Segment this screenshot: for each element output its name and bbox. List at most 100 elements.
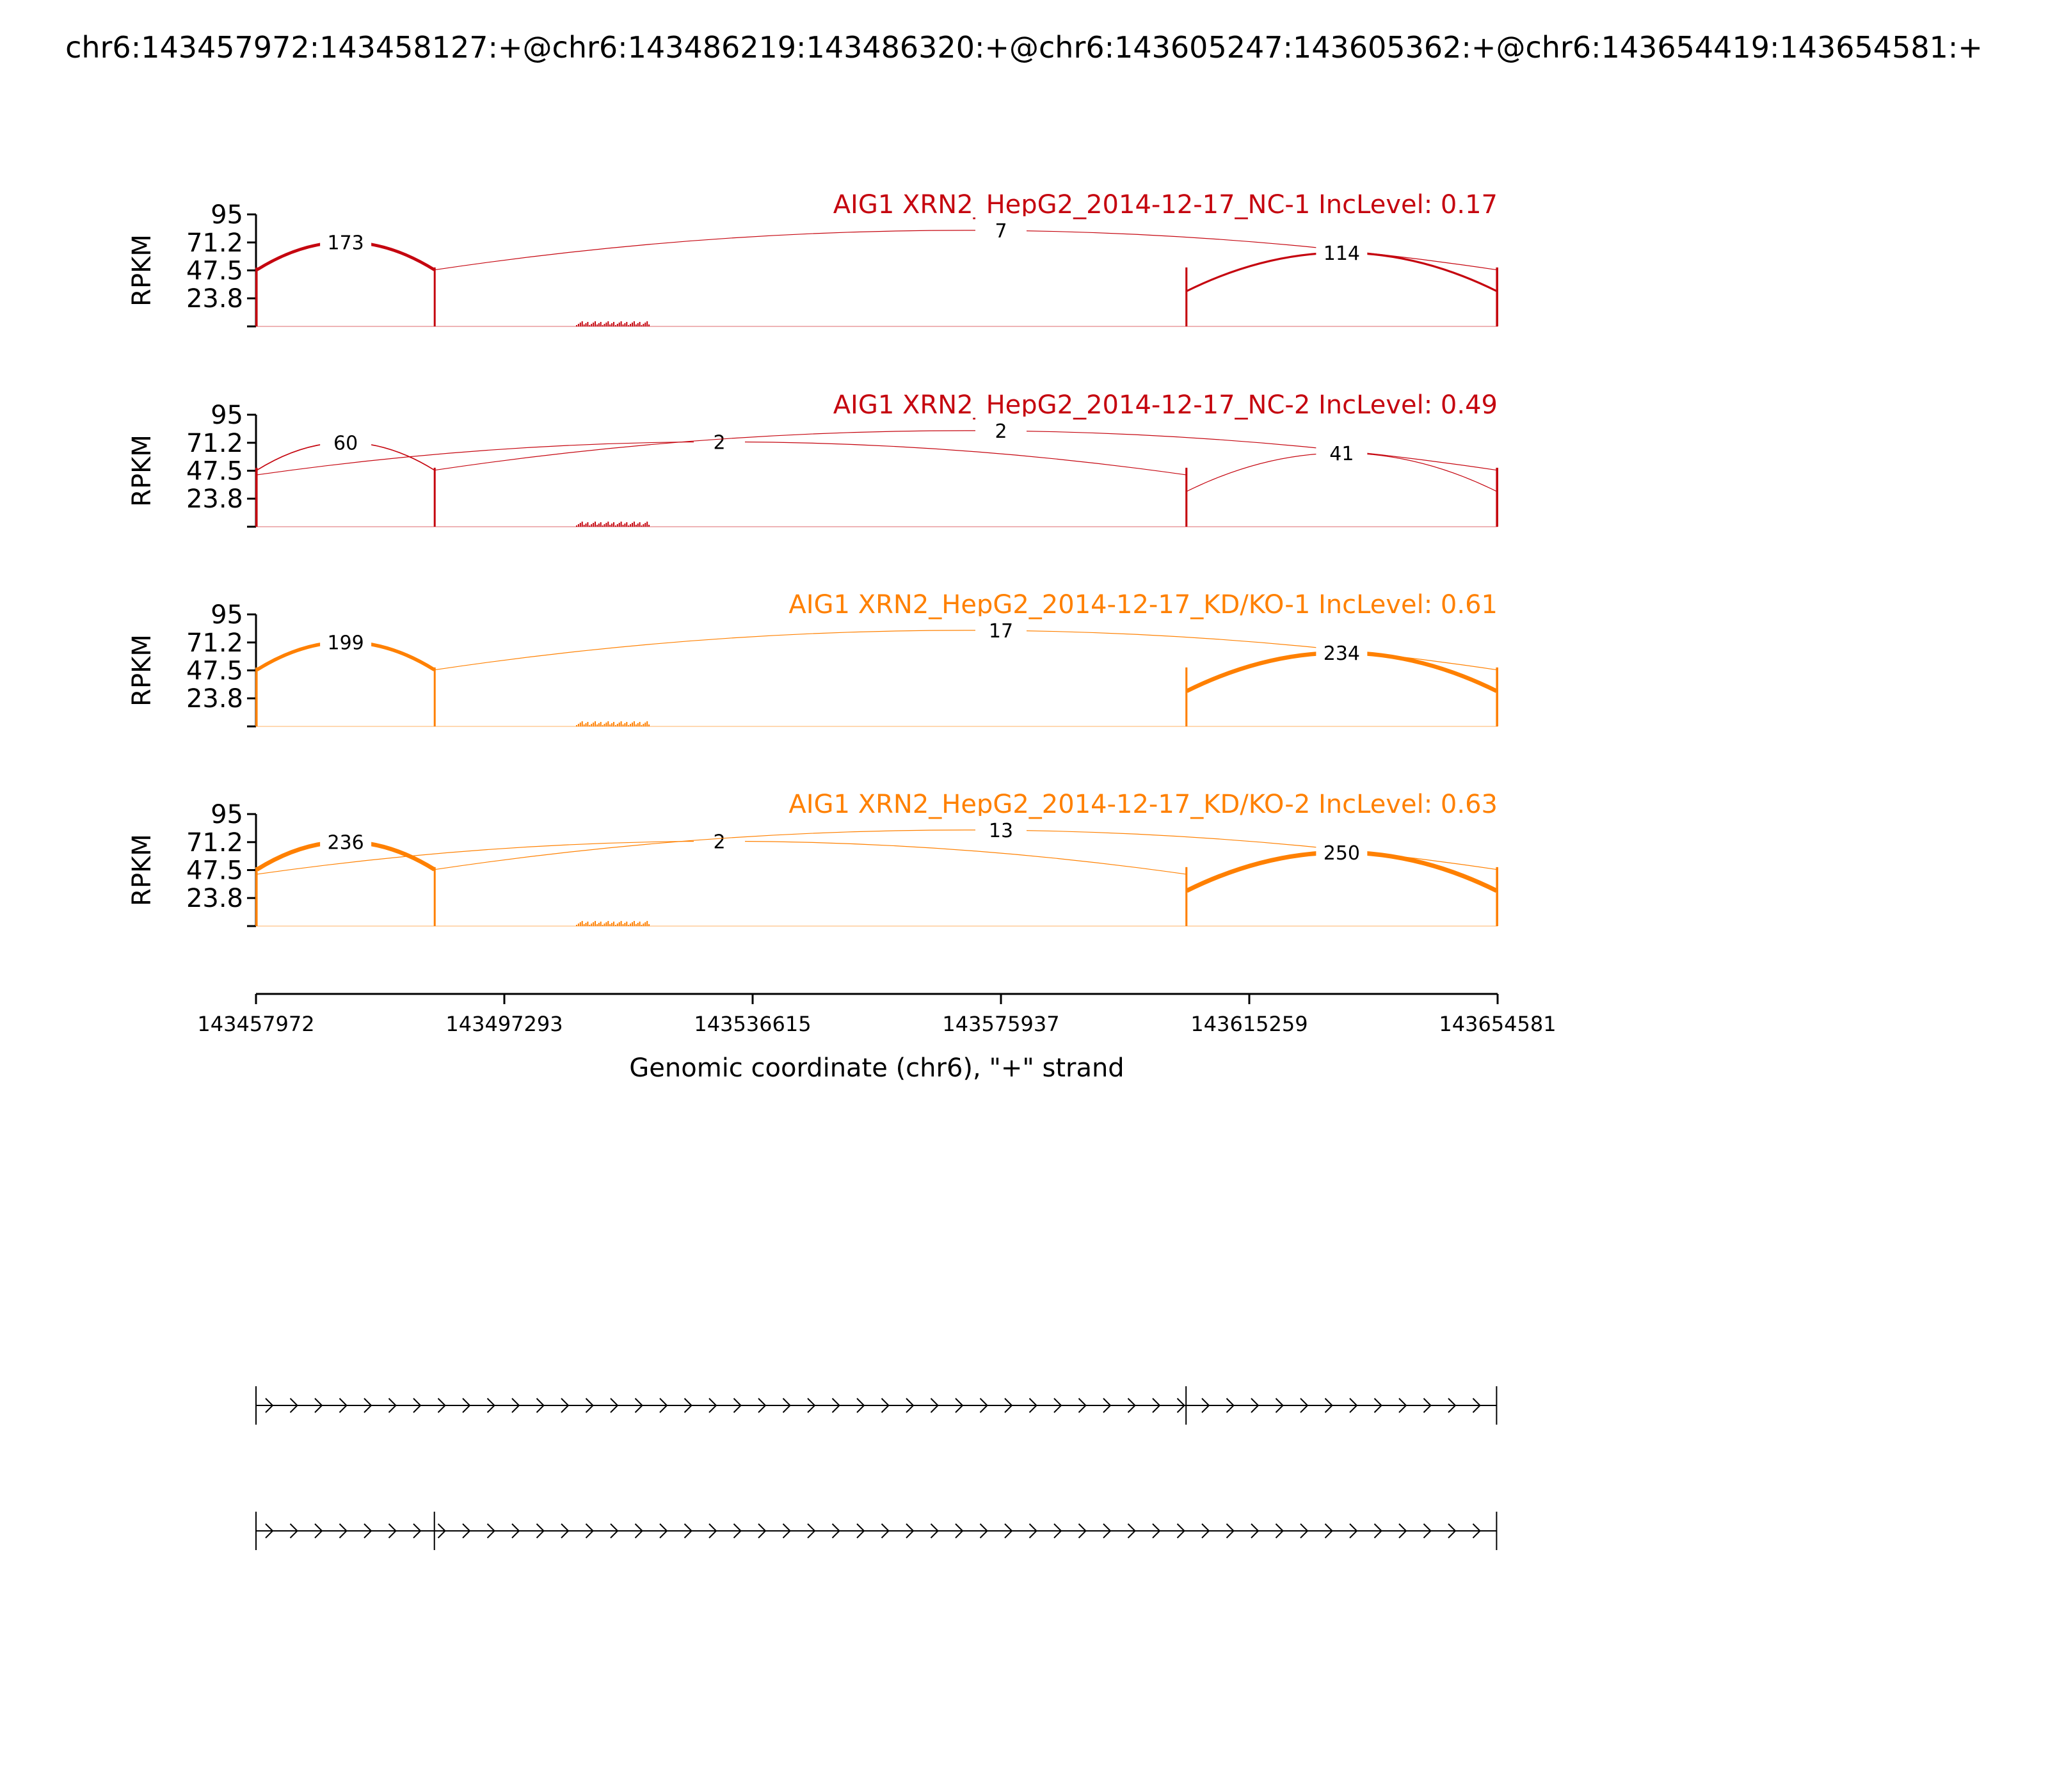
- coverage-bar: [632, 723, 633, 726]
- y-axis-label: RPKM: [127, 634, 157, 707]
- junction-count-bg: [975, 616, 1027, 642]
- y-tick-label: 71.2: [186, 828, 243, 858]
- coverage-bar: [583, 724, 585, 726]
- coverage-bar: [641, 525, 643, 527]
- coverage-bar: [630, 524, 632, 527]
- coverage-bar: [632, 323, 633, 326]
- coverage-bar: [635, 724, 637, 726]
- junction-count-label: 250: [1324, 842, 1360, 865]
- x-tick-label: 143654581: [1439, 1012, 1556, 1036]
- coverage-bar: [598, 524, 600, 527]
- junction-count-bg: [975, 815, 1027, 842]
- strand-arrow-icon: [1349, 1398, 1358, 1413]
- junction-count-label: 13: [989, 820, 1013, 842]
- coverage-bar: [616, 924, 618, 926]
- strand-arrow-icon: [733, 1398, 742, 1413]
- coverage-bar: [637, 923, 639, 926]
- coverage-bar: [643, 724, 644, 726]
- coverage-bar: [598, 923, 600, 926]
- coverage-bar: [633, 721, 635, 726]
- coverage-bar: [635, 525, 637, 527]
- coverage-bar: [632, 523, 633, 527]
- coverage-bar: [646, 522, 648, 527]
- coverage-bar: [604, 324, 605, 326]
- strand-arrow-icon: [265, 1398, 274, 1413]
- x-axis-label: Genomic coordinate (chr6), "+" strand: [629, 1053, 1124, 1083]
- y-tick-label: 71.2: [186, 628, 243, 658]
- junction-count-label: 2: [713, 831, 725, 853]
- strand-arrow-icon: [1300, 1398, 1309, 1413]
- y-tick-label: 47.5: [186, 257, 243, 286]
- coverage-bar: [633, 921, 635, 926]
- strand-arrow-icon: [610, 1523, 619, 1539]
- coverage-bar: [618, 523, 620, 527]
- x-tick-label: 143536615: [694, 1012, 811, 1036]
- strand-arrow-icon: [1028, 1398, 1037, 1413]
- strand-arrow-icon: [1053, 1523, 1062, 1539]
- coverage-bar: [581, 321, 583, 326]
- strand-arrow-icon: [610, 1398, 619, 1413]
- coverage-bar: [591, 524, 593, 527]
- coverage-bar: [602, 925, 604, 926]
- track-label: AIG1 XRN2_HepG2_2014-12-17_KD/KO-1 IncLe…: [788, 590, 1498, 620]
- strand-arrow-icon: [1448, 1523, 1457, 1539]
- coverage-bar: [593, 723, 595, 726]
- strand-arrow-icon: [1398, 1398, 1407, 1413]
- strand-arrow-icon: [437, 1398, 446, 1413]
- coverage-bar: [598, 323, 600, 326]
- coverage-bar: [595, 522, 596, 527]
- strand-arrow-icon: [1349, 1523, 1358, 1539]
- coverage-bar: [620, 921, 622, 926]
- strand-arrow-icon: [511, 1398, 520, 1413]
- coverage-bar: [593, 523, 595, 527]
- coverage-bar: [593, 323, 595, 326]
- junction-count-bg: [1316, 838, 1368, 864]
- coverage-bar: [596, 924, 598, 926]
- strand-arrow-icon: [339, 1398, 348, 1413]
- strand-arrow-icon: [1472, 1398, 1481, 1413]
- strand-arrow-icon: [1152, 1523, 1161, 1539]
- coverage-bar: [583, 924, 585, 926]
- strand-arrow-icon: [486, 1398, 495, 1413]
- strand-arrow-icon: [684, 1398, 692, 1413]
- coverage-bar: [639, 722, 641, 726]
- coverage-bar: [624, 323, 626, 326]
- strand-arrow-icon: [1226, 1398, 1235, 1413]
- strand-arrow-icon: [831, 1523, 840, 1539]
- coverage-bar: [618, 723, 620, 726]
- coverage-bar: [585, 323, 587, 326]
- strand-arrow-icon: [1300, 1523, 1309, 1539]
- coverage-bar: [626, 722, 628, 726]
- coverage-bar: [635, 324, 637, 326]
- coverage-bar: [591, 724, 593, 726]
- strand-arrow-icon: [265, 1523, 274, 1539]
- y-tick-label: 23.8: [186, 884, 243, 913]
- coverage-bar: [589, 325, 591, 326]
- strand-arrow-icon: [437, 1523, 446, 1539]
- coverage-bar: [609, 525, 611, 527]
- coverage-bar: [581, 921, 583, 926]
- strand-arrow-icon: [1373, 1398, 1382, 1413]
- coverage-bar: [637, 323, 639, 326]
- strand-arrow-icon: [413, 1523, 422, 1539]
- strand-arrow-icon: [955, 1398, 964, 1413]
- coverage-bar: [589, 525, 591, 527]
- coverage-bar: [637, 723, 639, 726]
- strand-arrow-icon: [1176, 1398, 1185, 1413]
- strand-arrow-icon: [585, 1523, 594, 1539]
- coverage-bar: [602, 325, 604, 326]
- coverage-bar: [583, 525, 585, 527]
- x-tick-label: 143497293: [445, 1012, 563, 1036]
- strand-arrow-icon: [1028, 1523, 1037, 1539]
- coverage-bar: [633, 522, 635, 527]
- coverage-bar: [626, 322, 628, 326]
- coverage-bar: [614, 325, 616, 326]
- coverage-bar: [614, 925, 616, 926]
- junction-count-label: 2: [995, 420, 1007, 443]
- strand-arrow-icon: [413, 1398, 422, 1413]
- coverage-bar: [641, 925, 643, 926]
- coverage-bar: [618, 323, 620, 326]
- y-tick-label: 23.8: [186, 284, 243, 314]
